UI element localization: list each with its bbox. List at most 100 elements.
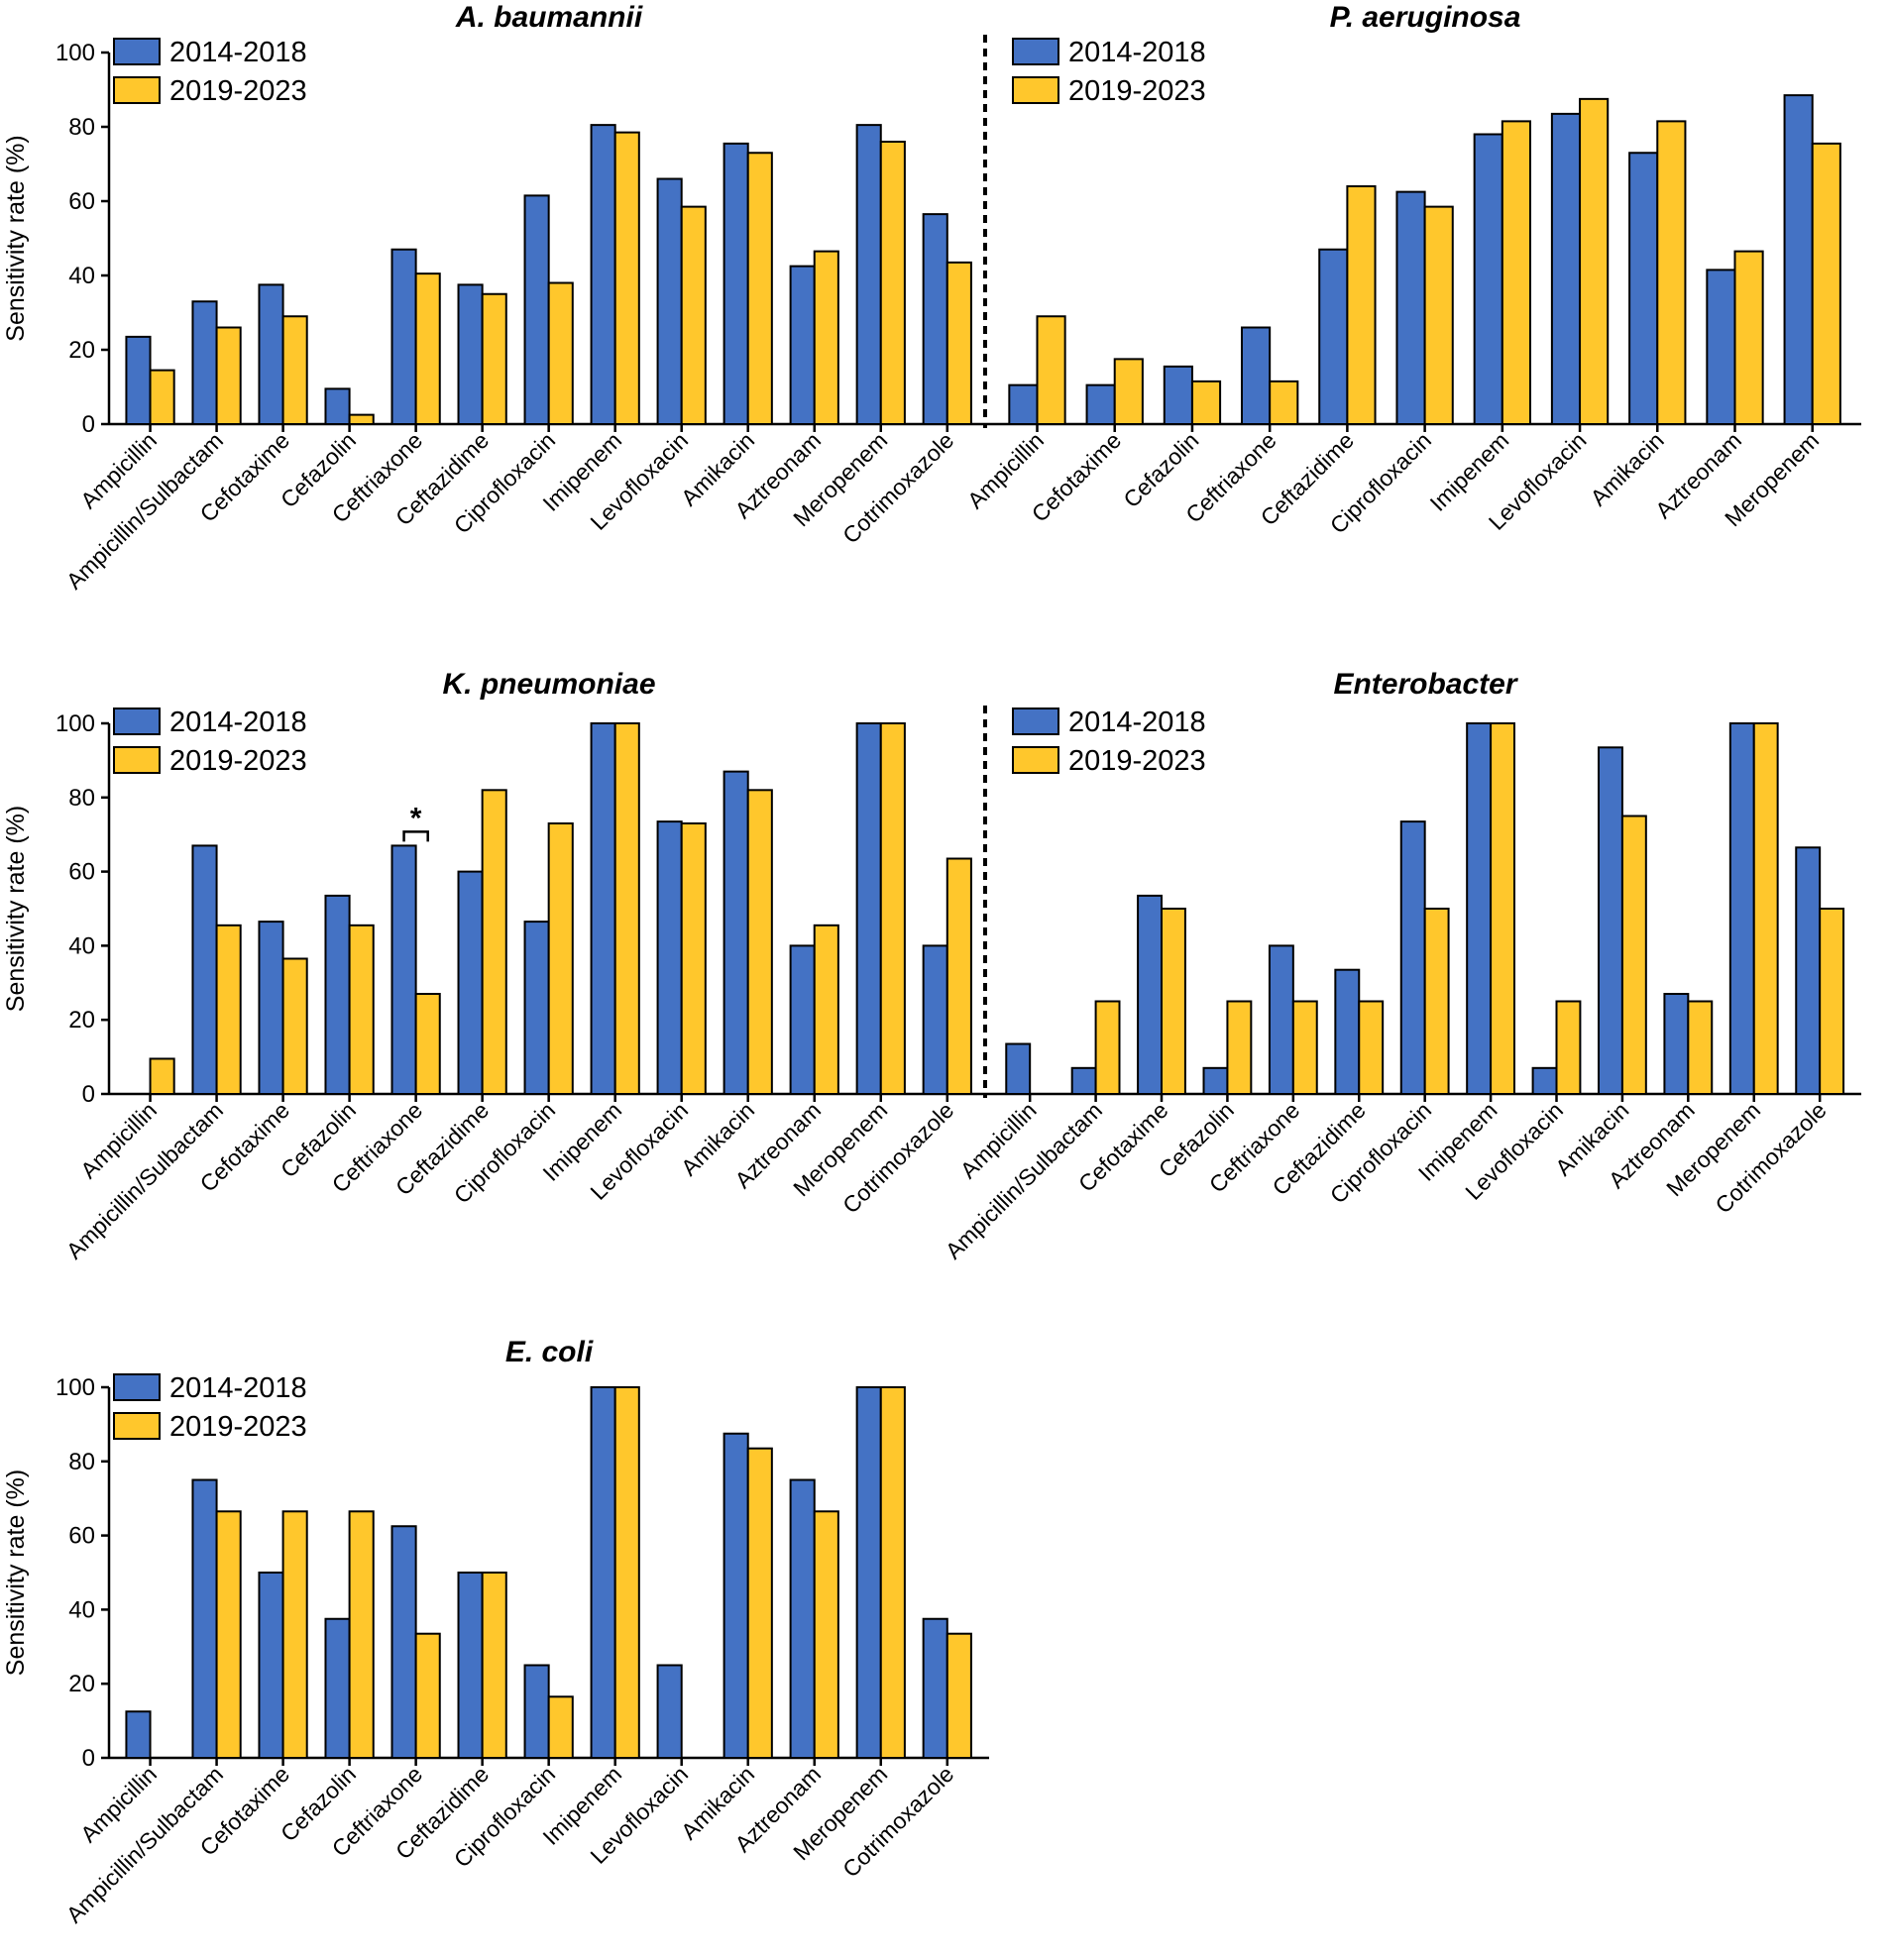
- bar-cefazolin-2019-2023: [1226, 1000, 1253, 1095]
- y-tick-label-100: 100: [56, 1374, 95, 1401]
- bar-meropenem-2019-2023: [879, 722, 906, 1095]
- bar-aztreonam-2019-2023: [813, 924, 839, 1096]
- legend: 2014-2018 2019-2023: [113, 37, 307, 107]
- bar-aztreonam-2014-2018: [789, 265, 816, 425]
- y-tick-label-60: 60: [68, 1523, 95, 1550]
- bar-ciprofloxacin-2014-2018: [523, 921, 550, 1096]
- bar-cefotaxime-2019-2023: [1161, 908, 1186, 1095]
- y-axis-label: Sensitivity rate (%): [2, 1470, 30, 1676]
- bar-amikacin-2019-2023: [746, 1447, 773, 1759]
- legend-swatch-2014-2018: [113, 1373, 161, 1401]
- bar-ceftriaxone-2014-2018: [390, 248, 417, 425]
- bar-ampicillin-2019-2023: [149, 369, 175, 425]
- bar-cotrimoxazole-2019-2023: [1819, 908, 1845, 1095]
- bar-ceftriaxone-2014-2018: [390, 1525, 417, 1759]
- bar-cefotaxime-2014-2018: [258, 1572, 284, 1759]
- y-tick-label-40: 40: [68, 1596, 95, 1623]
- bar-cefazolin-2014-2018: [324, 387, 351, 425]
- bar-imipenem-2014-2018: [590, 124, 616, 425]
- bar-cefazolin-2014-2018: [1163, 365, 1193, 425]
- bar-ciprofloxacin-2014-2018: [1399, 820, 1426, 1095]
- legend-swatch-2019-2023: [113, 1412, 161, 1440]
- chart-title: E. coli: [505, 1336, 594, 1368]
- bar-amikacin-2019-2023: [1620, 815, 1647, 1095]
- bar-amikacin-2019-2023: [1656, 120, 1687, 425]
- bar-levofloxacin-2019-2023: [680, 821, 707, 1095]
- legend-label-2014-2018: 2014-2018: [1068, 707, 1206, 738]
- chart-title: K. pneumoniae: [442, 668, 655, 701]
- bar-ceftazidime-2014-2018: [457, 1572, 484, 1759]
- legend: 2014-2018 2019-2023: [1012, 707, 1206, 777]
- bar-ampicillin-2014-2018: [1008, 383, 1039, 425]
- bar-imipenem-2019-2023: [613, 722, 640, 1095]
- legend-label-2014-2018: 2014-2018: [169, 1372, 307, 1404]
- legend-label-2019-2023: 2019-2023: [169, 745, 307, 777]
- bar-ampicillin-sulbactam-2014-2018: [1070, 1066, 1097, 1095]
- bar-cotrimoxazole-2014-2018: [922, 1617, 948, 1759]
- bar-ceftazidime-2019-2023: [481, 789, 507, 1095]
- y-tick-label-100: 100: [56, 710, 95, 737]
- bar-cefazolin-2019-2023: [348, 1510, 375, 1760]
- y-tick-label-20: 20: [68, 1007, 95, 1034]
- legend-label-2019-2023: 2019-2023: [169, 1411, 307, 1443]
- legend: 2014-2018 2019-2023: [1012, 37, 1206, 107]
- y-tick-label-80: 80: [68, 785, 95, 812]
- bar-levofloxacin-2014-2018: [656, 820, 683, 1095]
- legend-swatch-2019-2023: [113, 76, 161, 104]
- bar-ampicillin-2019-2023: [1036, 315, 1066, 425]
- bar-ceftazidime-2019-2023: [1346, 185, 1377, 425]
- bar-levofloxacin-2014-2018: [656, 1664, 683, 1759]
- bar-imipenem-2014-2018: [1466, 722, 1493, 1095]
- y-tick-label-40: 40: [68, 932, 95, 959]
- bar-cefazolin-2014-2018: [324, 1617, 351, 1759]
- bar-meropenem-2014-2018: [855, 1386, 882, 1759]
- bar-ciprofloxacin-2019-2023: [547, 281, 574, 425]
- bar-meropenem-2014-2018: [855, 722, 882, 1095]
- bar-cefotaxime-2019-2023: [1113, 358, 1144, 425]
- bar-ampicillin-sulbactam-2019-2023: [1094, 1000, 1121, 1095]
- bar-aztreonam-2019-2023: [813, 250, 839, 425]
- bar-cefazolin-2014-2018: [324, 894, 351, 1095]
- bar-cotrimoxazole-2014-2018: [1795, 846, 1822, 1095]
- bar-cefotaxime-2014-2018: [258, 283, 284, 425]
- bar-ceftriaxone-2019-2023: [414, 993, 441, 1096]
- legend-swatch-2019-2023: [1012, 76, 1059, 104]
- bar-levofloxacin-2019-2023: [680, 205, 707, 425]
- bar-ampicillin-2014-2018: [1005, 1042, 1032, 1096]
- chart-title: Enterobacter: [1333, 668, 1518, 701]
- bar-ceftazidime-2019-2023: [1358, 1000, 1385, 1095]
- legend-label-2014-2018: 2014-2018: [169, 707, 307, 738]
- bar-imipenem-2019-2023: [1501, 120, 1531, 425]
- bar-amikacin-2014-2018: [1598, 746, 1623, 1095]
- bar-amikacin-2014-2018: [723, 770, 749, 1095]
- bar-ceftazidime-2014-2018: [1334, 968, 1361, 1096]
- bar-ciprofloxacin-2019-2023: [1423, 205, 1454, 425]
- legend-label-2014-2018: 2014-2018: [1068, 37, 1206, 68]
- bar-cefotaxime-2019-2023: [281, 957, 308, 1095]
- legend-swatch-2019-2023: [113, 746, 161, 774]
- legend-swatch-2014-2018: [1012, 38, 1059, 65]
- bar-cotrimoxazole-2014-2018: [922, 213, 948, 425]
- bar-ampicillin-2014-2018: [125, 1710, 152, 1759]
- bar-aztreonam-2014-2018: [789, 1478, 816, 1759]
- bar-meropenem-2014-2018: [1728, 722, 1755, 1095]
- legend-swatch-2014-2018: [1012, 708, 1059, 735]
- bar-imipenem-2014-2018: [590, 1386, 616, 1759]
- y-tick-label-60: 60: [68, 188, 95, 215]
- legend-label-2019-2023: 2019-2023: [1068, 745, 1206, 777]
- bar-ceftazidime-2014-2018: [457, 283, 484, 425]
- bar-cotrimoxazole-2014-2018: [922, 944, 948, 1096]
- bar-ceftriaxone-2014-2018: [390, 844, 417, 1095]
- bar-ampicillin-sulbactam-2014-2018: [191, 1478, 218, 1759]
- y-tick-label-20: 20: [68, 1671, 95, 1697]
- bar-ciprofloxacin-2019-2023: [1423, 908, 1450, 1095]
- bar-cefazolin-2019-2023: [348, 413, 375, 425]
- bar-ciprofloxacin-2019-2023: [547, 821, 574, 1095]
- y-axis-label: Sensitivity rate (%): [2, 806, 30, 1012]
- legend: 2014-2018 2019-2023: [113, 1372, 307, 1443]
- bar-levofloxacin-2014-2018: [1550, 112, 1582, 425]
- bar-imipenem-2019-2023: [613, 1386, 640, 1759]
- bar-ceftazidime-2014-2018: [457, 870, 484, 1095]
- chart-title: A. baumannii: [455, 1, 643, 34]
